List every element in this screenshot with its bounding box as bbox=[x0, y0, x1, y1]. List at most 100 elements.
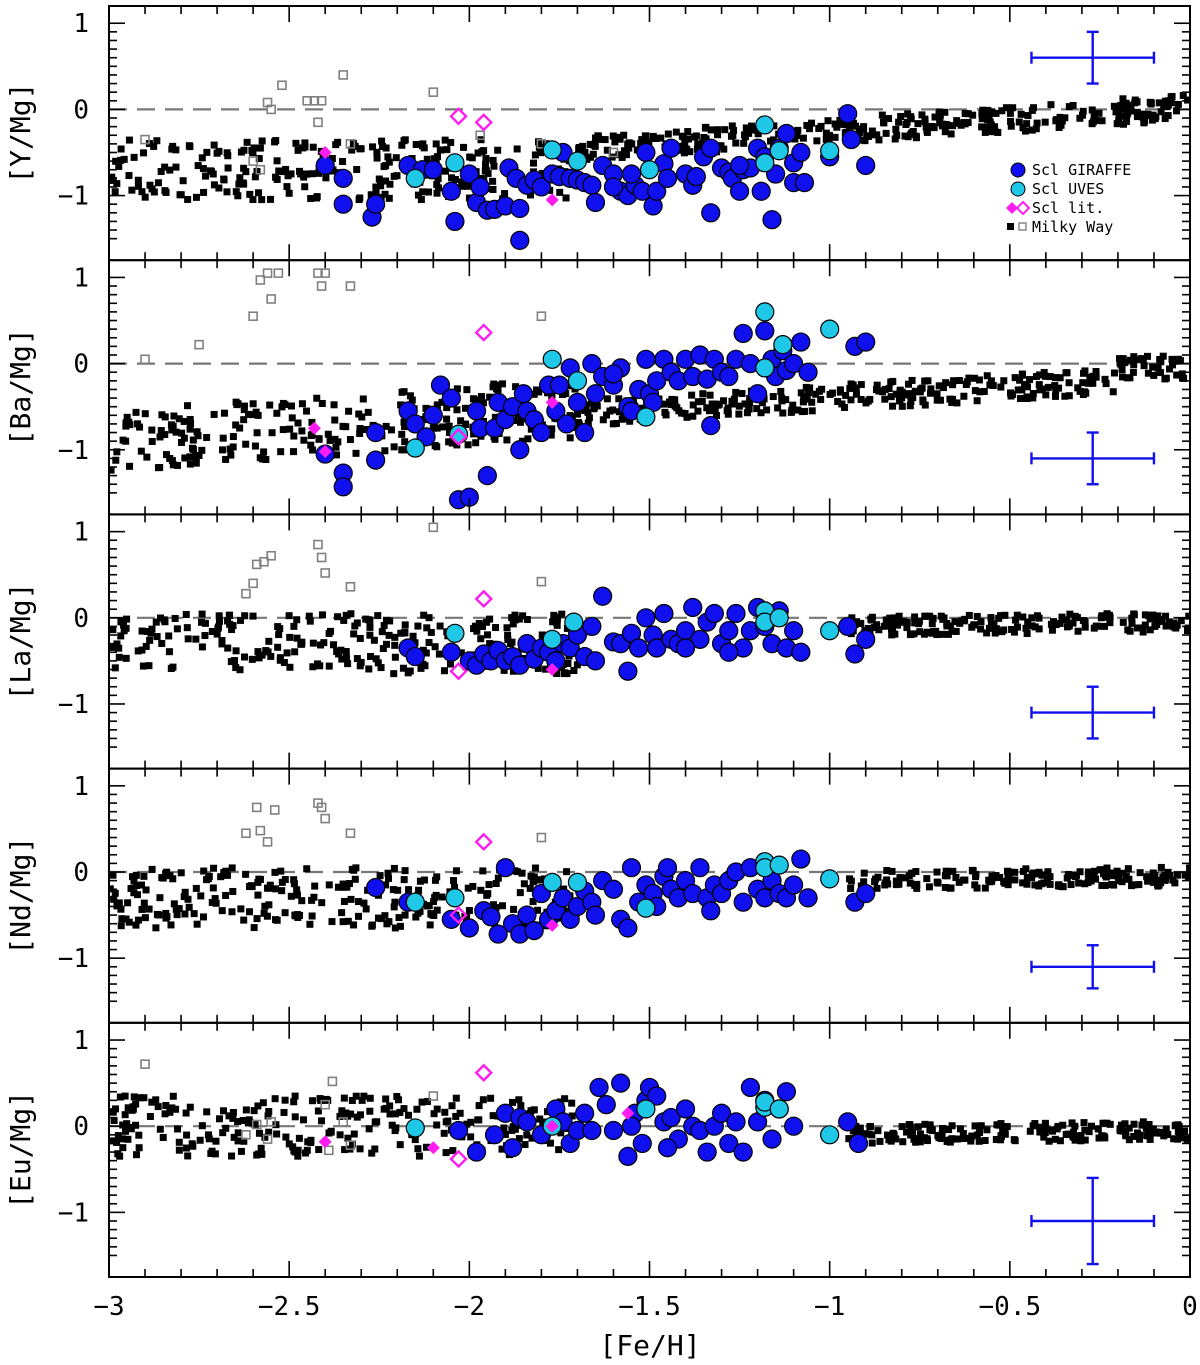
milky-way-point bbox=[875, 387, 883, 395]
y-tick-label: −1 bbox=[58, 1198, 89, 1228]
milky-way-point bbox=[301, 139, 309, 147]
milky-way-point bbox=[1103, 864, 1111, 872]
milky-way-point bbox=[1157, 369, 1165, 377]
milky-way-point bbox=[964, 110, 972, 118]
milky-way-point bbox=[1080, 1119, 1088, 1127]
milky-way-point bbox=[434, 184, 442, 192]
milky-way-point bbox=[198, 446, 206, 454]
milky-way-point bbox=[203, 876, 211, 884]
milky-way-point bbox=[1079, 107, 1087, 115]
milky-way-point bbox=[529, 898, 537, 906]
milky-way-point bbox=[1092, 875, 1100, 883]
giraffe-point bbox=[621, 1116, 642, 1136]
giraffe-point bbox=[585, 384, 606, 404]
milky-way-point bbox=[132, 1151, 140, 1159]
milky-way-point bbox=[250, 924, 258, 932]
milky-way-point bbox=[906, 879, 914, 887]
milky-way-point bbox=[220, 409, 228, 417]
milky-way-point bbox=[615, 408, 623, 416]
giraffe-point bbox=[675, 1099, 696, 1119]
milky-way-point bbox=[356, 425, 364, 433]
milky-way-point bbox=[857, 136, 865, 144]
milky-way-point bbox=[1101, 622, 1109, 630]
milky-way-point bbox=[1007, 392, 1015, 400]
milky-way-point bbox=[1135, 881, 1143, 889]
milky-way-point bbox=[824, 117, 832, 125]
lit-filled-point bbox=[545, 918, 559, 932]
milky-way-point bbox=[412, 913, 420, 921]
milky-way-point bbox=[568, 1099, 576, 1107]
milky-way-point bbox=[265, 637, 273, 645]
milky-way-point bbox=[293, 616, 301, 624]
uves-point bbox=[567, 371, 588, 391]
milky-way-point bbox=[360, 899, 368, 907]
milky-way-point bbox=[258, 1150, 266, 1158]
milky-way-point bbox=[938, 1130, 946, 1138]
giraffe-point bbox=[510, 198, 530, 219]
milky-way-point bbox=[912, 132, 920, 140]
uves-point bbox=[769, 1099, 789, 1119]
y-tick-label: 1 bbox=[73, 772, 89, 802]
milky-way-point bbox=[763, 406, 771, 414]
milky-way-point bbox=[290, 448, 298, 456]
milky-way-point bbox=[931, 113, 939, 121]
milky-way-point bbox=[1074, 627, 1082, 635]
milky-way-point bbox=[852, 122, 860, 130]
milky-way-point bbox=[1055, 882, 1063, 890]
milky-way-point bbox=[1042, 391, 1050, 399]
milky-way-point bbox=[992, 625, 1000, 633]
milky-way-point bbox=[286, 425, 294, 433]
milky-way-point bbox=[378, 137, 386, 145]
milky-way-point bbox=[603, 411, 611, 419]
milky-way-point bbox=[1061, 392, 1069, 400]
milky-way-point bbox=[1145, 1121, 1153, 1129]
typical-error-bar bbox=[1030, 685, 1156, 740]
milky-way-point bbox=[381, 912, 389, 920]
milky-way-point bbox=[895, 397, 903, 405]
milky-way-point bbox=[1028, 614, 1036, 622]
milky-way-point bbox=[798, 408, 806, 416]
milky-way-point bbox=[208, 628, 216, 636]
milky-way-point bbox=[794, 406, 802, 414]
giraffe-point bbox=[315, 155, 335, 176]
milky-way-point bbox=[1089, 118, 1097, 126]
milky-way-point bbox=[1029, 389, 1037, 397]
milky-way-point bbox=[973, 397, 981, 405]
milky-way-point bbox=[1063, 369, 1071, 377]
milky-way-point bbox=[279, 399, 287, 407]
milky-way-point bbox=[273, 157, 281, 165]
milky-way-point bbox=[109, 643, 116, 651]
milky-way-point bbox=[855, 125, 863, 133]
milky-way-point bbox=[182, 1109, 190, 1117]
milky-way-point bbox=[303, 407, 311, 415]
milky-way-point bbox=[1125, 1124, 1133, 1132]
giraffe-point bbox=[726, 1112, 746, 1132]
milky-way-point bbox=[1011, 1137, 1019, 1145]
milky-way-point bbox=[290, 880, 298, 888]
lit-open-point bbox=[449, 1149, 468, 1169]
milky-way-point bbox=[290, 1098, 298, 1106]
milky-way-point bbox=[340, 616, 348, 624]
milky-way-point bbox=[181, 454, 189, 462]
milky-way-point bbox=[322, 174, 330, 182]
milky-way-point bbox=[122, 422, 130, 430]
milky-way-point bbox=[377, 664, 385, 672]
milky-way-point bbox=[556, 188, 564, 196]
milky-way-point bbox=[1071, 1136, 1079, 1144]
milky-way-point bbox=[247, 882, 255, 890]
milky-way-point bbox=[955, 878, 963, 886]
milky-way-point bbox=[443, 146, 451, 154]
milky-way-point bbox=[881, 395, 889, 403]
milky-way-point bbox=[884, 1131, 892, 1139]
milky-way-point bbox=[493, 381, 501, 389]
milky-way-point bbox=[953, 399, 961, 407]
milky-way-point bbox=[1028, 126, 1036, 134]
milky-way-point bbox=[308, 912, 316, 920]
milky-way-point bbox=[415, 886, 423, 894]
giraffe-point bbox=[531, 177, 552, 197]
milky-way-point bbox=[308, 418, 316, 426]
typical-error-bar bbox=[1030, 944, 1156, 990]
milky-way-point bbox=[615, 395, 623, 403]
milky-way-point bbox=[657, 134, 665, 142]
milky-way-point bbox=[1035, 625, 1043, 633]
